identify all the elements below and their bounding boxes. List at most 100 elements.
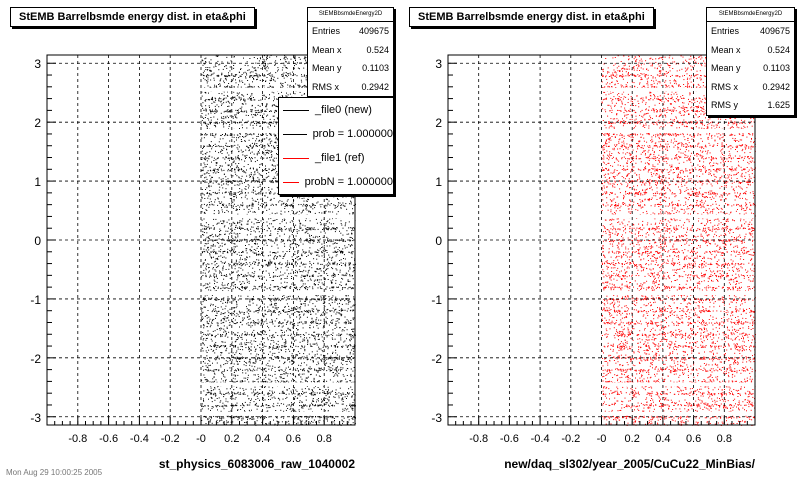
scatter-point (262, 270, 264, 272)
scatter-point (234, 265, 236, 267)
scatter-point (245, 172, 247, 174)
scatter-point (285, 203, 287, 205)
scatter-point (269, 365, 271, 367)
scatter-point (228, 236, 229, 238)
scatter-point (233, 317, 234, 319)
scatter-point (230, 396, 232, 397)
scatter-point (326, 417, 328, 419)
scatter-point (208, 224, 210, 226)
scatter-point (233, 281, 235, 283)
scatter-point (249, 348, 250, 350)
scatter-point (241, 151, 243, 153)
scatter-point (244, 331, 246, 333)
scatter-point (338, 240, 340, 242)
scatter-point (237, 277, 239, 279)
scatter-point (247, 324, 249, 326)
scatter-point (216, 277, 218, 279)
scatter-point (262, 315, 264, 317)
scatter-point (201, 347, 203, 349)
scatter-point (305, 297, 307, 299)
scatter-point (327, 346, 329, 348)
scatter-point (248, 133, 250, 135)
scatter-point (310, 313, 312, 315)
scatter-point (250, 173, 252, 175)
scatter-point (226, 287, 228, 289)
scatter-point (207, 419, 209, 421)
scatter-point (225, 230, 227, 232)
scatter-point (277, 402, 279, 404)
scatter-point (201, 420, 203, 421)
scatter-point (227, 299, 229, 301)
scatter-point (325, 358, 327, 360)
scatter-point (224, 158, 226, 160)
scatter-point (324, 208, 326, 209)
scatter-point (216, 253, 218, 255)
scatter-point (211, 161, 212, 163)
scatter-point (319, 241, 321, 243)
scatter-point (227, 283, 229, 284)
scatter-point (264, 331, 266, 333)
scatter-point (306, 364, 308, 366)
scatter-point (243, 314, 245, 315)
scatter-point (215, 348, 217, 350)
scatter-point (302, 327, 304, 329)
scatter-point (320, 279, 322, 281)
scatter-point (224, 66, 226, 68)
scatter-point (301, 362, 302, 364)
scatter-point (298, 219, 300, 221)
scatter-point (307, 340, 309, 342)
scatter-point (214, 105, 216, 107)
scatter-point (221, 165, 223, 167)
scatter-point (201, 113, 203, 114)
scatter-point (270, 152, 272, 153)
scatter-point (334, 374, 336, 376)
scatter-point (249, 300, 251, 302)
scatter-point (274, 213, 276, 215)
scatter-point (212, 172, 214, 174)
scatter-point (225, 305, 227, 307)
scatter-point (300, 271, 302, 272)
scatter-point (262, 400, 264, 401)
scatter-point (250, 158, 251, 160)
scatter-point (260, 174, 262, 176)
scatter-point (210, 251, 212, 253)
scatter-point (291, 380, 293, 382)
scatter-point (223, 126, 225, 128)
scatter-point (270, 262, 272, 263)
scatter-point (271, 79, 272, 81)
scatter-point (247, 377, 249, 379)
scatter-point (326, 229, 328, 230)
scatter-point (328, 366, 330, 368)
scatter-point (252, 418, 254, 420)
scatter-point (205, 156, 206, 158)
scatter-point (305, 77, 307, 79)
scatter-point (261, 251, 263, 253)
scatter-point (221, 207, 222, 209)
scatter-point (328, 334, 330, 336)
scatter-point (350, 368, 352, 370)
scatter-point (301, 407, 303, 409)
scatter-point (241, 94, 243, 96)
scatter-point (316, 279, 318, 281)
scatter-point (266, 173, 267, 175)
scatter-point (207, 247, 209, 249)
scatter-point (285, 349, 287, 350)
scatter-point (271, 151, 273, 152)
scatter-point (296, 390, 298, 392)
scatter-point (267, 63, 269, 65)
scatter-point (301, 198, 303, 199)
scatter-point (259, 254, 261, 256)
scatter-point (257, 220, 259, 221)
scatter-point (224, 316, 226, 318)
scatter-point (353, 284, 355, 286)
scatter-point (319, 236, 320, 237)
scatter-point (260, 322, 262, 324)
scatter-point (283, 243, 285, 245)
scatter-point (253, 336, 255, 337)
scatter-point (255, 243, 257, 245)
scatter-point (293, 390, 294, 392)
scatter-point (234, 296, 236, 298)
scatter-point (236, 363, 238, 365)
scatter-point (333, 361, 335, 363)
scatter-point (293, 67, 295, 69)
